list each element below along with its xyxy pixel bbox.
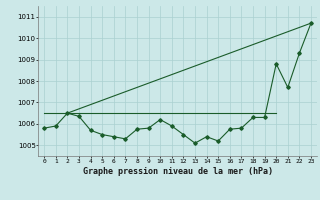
X-axis label: Graphe pression niveau de la mer (hPa): Graphe pression niveau de la mer (hPa): [83, 167, 273, 176]
